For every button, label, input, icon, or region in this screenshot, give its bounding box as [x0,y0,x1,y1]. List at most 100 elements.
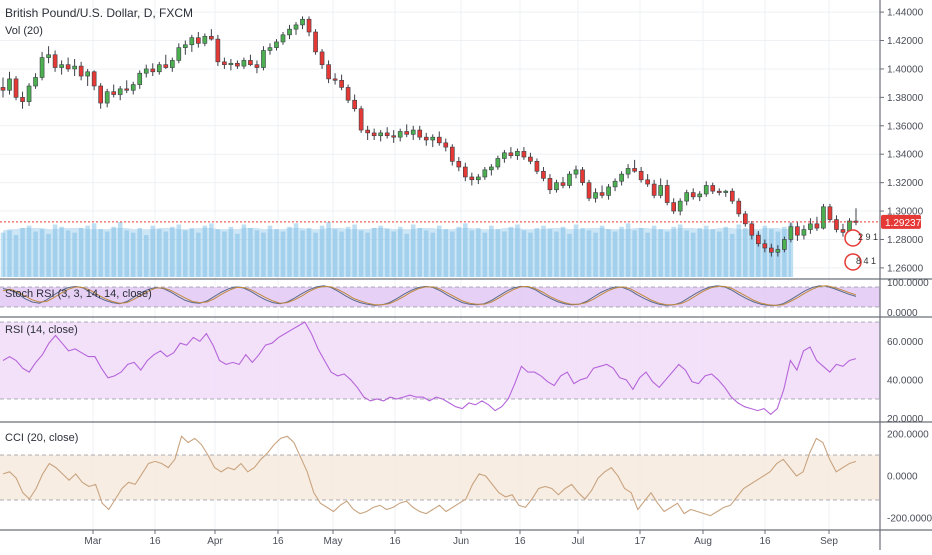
volume-bar [476,228,481,277]
volume-bar [671,226,676,277]
volume-bar [489,225,494,277]
candle-body [671,202,676,212]
candle-body [137,72,143,85]
volume-bar [254,230,260,277]
volume-bar [586,230,592,277]
volume-bar [593,232,598,277]
candle-body [39,57,45,78]
volume-bar [599,225,605,277]
candle-body [423,136,429,141]
volume-label: Vol (20) [5,25,43,37]
volume-bar [397,226,403,277]
volume-bar [684,230,689,277]
volume-bar [150,225,156,277]
volume-bar [72,232,77,277]
x-tick-label: May [324,536,343,547]
x-tick-label: 16 [514,536,526,547]
candle-body [287,28,292,36]
volume-bar [183,230,188,277]
volume-bar [156,229,162,277]
volume-bar [508,226,514,277]
candle-body [371,132,377,137]
volume-bar [651,225,657,277]
candle-body [124,88,130,91]
x-tick-label: 16 [272,536,284,547]
cci-line [2,435,857,517]
rsi-band [0,322,880,399]
cci-label: CCI (20, close) [5,432,78,444]
candle-body [690,192,696,198]
volume-bar [85,225,90,277]
candle-body [104,91,110,104]
volume-bar [215,229,221,277]
candle-body [769,247,774,253]
volume-bar [638,228,644,277]
candle-body [808,223,813,230]
candle-body [710,185,716,192]
candle-body [365,129,370,134]
volume-bar [482,232,488,277]
volume-bar [612,231,618,277]
volume-bar [326,222,331,277]
candle-body [280,34,286,43]
volume-bar [664,231,670,277]
candle-body [72,65,77,70]
candle-body [52,54,58,68]
volume-bar [65,230,71,277]
x-tick-label: Jun [453,536,469,547]
candle-body [547,178,553,191]
y-tick-label: 1.36000 [887,121,924,132]
volume-bar [619,226,624,277]
candle-body [209,35,214,40]
cci-band [0,455,880,500]
candle-body [143,68,149,74]
candle-body [274,41,279,48]
candle-body [222,61,227,65]
candle-body [736,200,742,215]
event-markers[interactable]: 2 9 1 8 4 1 [844,229,878,271]
volume-bar [515,224,520,277]
event-marker-icon[interactable] [844,229,862,247]
volume-bar [143,235,149,277]
y-tick-label: 1.38000 [887,93,924,104]
candle-body [827,206,833,220]
candle-body [436,136,442,144]
candle-body [541,170,546,179]
volume-bar [450,231,455,277]
volume-bar [632,230,637,277]
volume-bar [625,223,631,277]
event-marker-icon[interactable] [844,253,862,271]
volume-bar [202,225,208,277]
volume-bar [423,230,429,277]
candle-body [267,47,273,51]
y-tick-label: 0.0000 [887,472,918,483]
candle-body [567,173,572,186]
volume-bar [319,225,325,277]
event-marker-label: 2 9 1 [858,232,878,242]
stoch-d-line [2,285,857,306]
volume-bar [541,225,546,277]
volume-bar [391,231,396,277]
candle-body [85,71,90,77]
volume-bar [677,224,683,277]
candle-body [111,91,117,95]
candle-body [339,80,344,88]
candle-body [782,239,787,250]
volume-bar [241,224,247,277]
volume-bar [371,228,377,277]
volume-bar [690,232,696,277]
volume-bar [580,228,585,277]
y-tick-label: 100.0000 [887,278,929,289]
volume-bar [228,226,234,277]
volume-bar [39,229,45,277]
candle-body [729,190,735,202]
volume-bar [606,229,611,277]
candle-body [293,24,299,30]
candle-body [697,193,703,198]
indicator-lines [2,285,857,517]
volume-bar [300,230,305,277]
x-tick-label: Sep [820,536,838,547]
volume-bar [209,223,214,277]
